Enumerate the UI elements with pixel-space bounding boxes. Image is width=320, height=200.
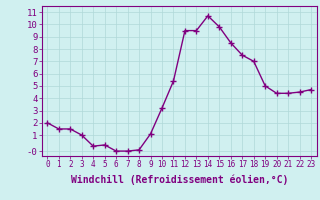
X-axis label: Windchill (Refroidissement éolien,°C): Windchill (Refroidissement éolien,°C): [70, 175, 288, 185]
